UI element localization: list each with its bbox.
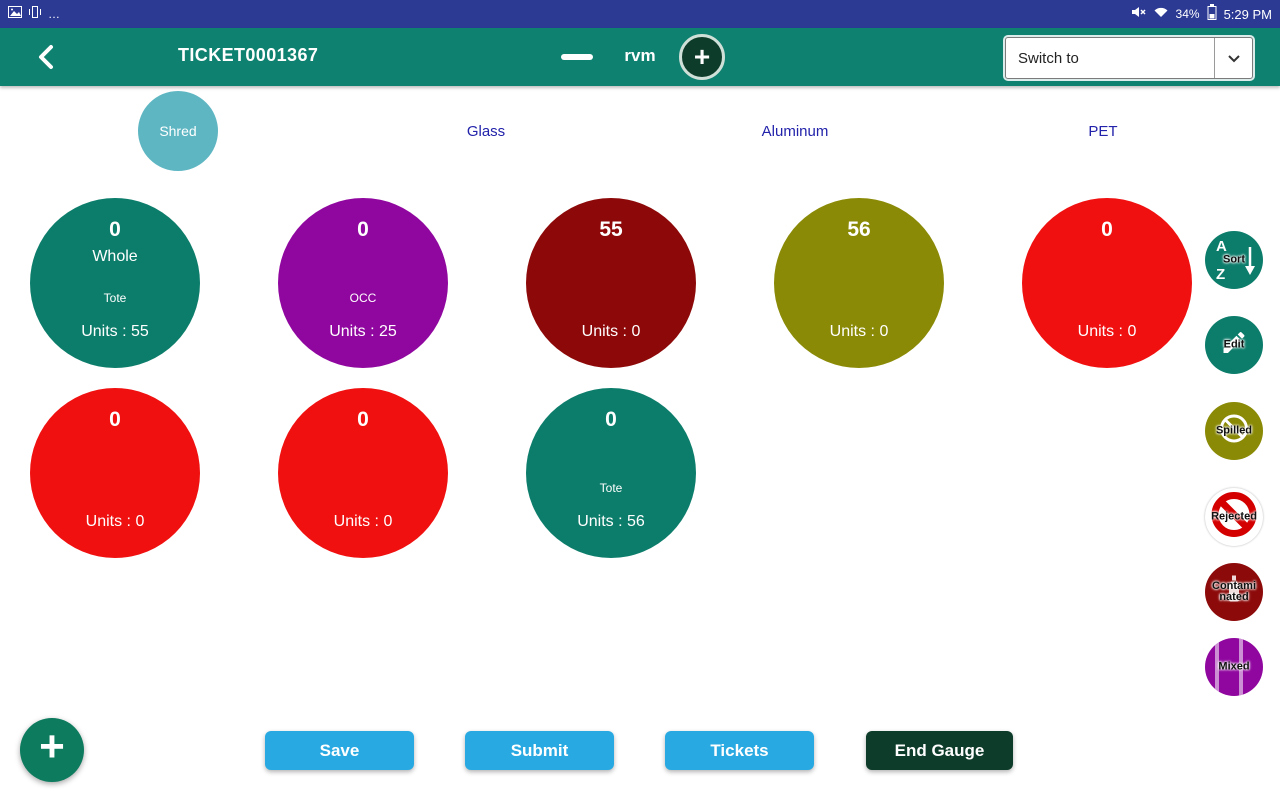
submit-button[interactable]: Submit — [465, 731, 614, 770]
mute-icon — [1131, 5, 1146, 23]
back-button[interactable] — [34, 44, 64, 72]
no-spill-icon — [1217, 412, 1251, 451]
wifi-icon — [1153, 5, 1169, 23]
switch-to-dropdown[interactable]: Switch to — [1005, 37, 1253, 79]
app-header: TICKET0001367 rvm + Switch to — [0, 28, 1280, 86]
machine-label: rvm — [624, 46, 656, 65]
plus-icon: + — [39, 722, 65, 771]
gauge-value: 0 — [357, 218, 369, 241]
gauge-value: 0 — [109, 218, 121, 241]
clock: 5:29 PM — [1223, 6, 1272, 22]
sort-letter-z: Z — [1216, 266, 1226, 283]
sort-arrow-icon — [1244, 244, 1256, 281]
sort-letter-a: A — [1216, 238, 1227, 255]
gauge-circle[interactable]: 56 Units : 0 — [774, 198, 944, 368]
gauge-circle[interactable]: 0 OCC Units : 25 — [278, 198, 448, 368]
edit-button[interactable]: Edit — [1205, 316, 1263, 374]
contaminated-button[interactable]: Contami nated — [1205, 563, 1263, 621]
status-bar: … 34% 5:29 PM — [0, 0, 1280, 28]
tickets-button[interactable]: Tickets — [665, 731, 814, 770]
gauge-value: 0 — [357, 408, 369, 431]
shred-chip[interactable]: Shred — [138, 91, 218, 171]
gauge-value: 0 — [1101, 218, 1113, 241]
sort-button[interactable]: A Z Sort — [1205, 231, 1263, 289]
more-notifications-icon: … — [48, 7, 60, 21]
sort-icon: A Z — [1205, 231, 1263, 289]
column-label-pet: PET — [1088, 123, 1118, 140]
gauge-value: 0 — [109, 408, 121, 431]
increment-button[interactable]: + — [679, 34, 725, 80]
rejected-icon — [1205, 488, 1263, 546]
gauge-units: Units : 0 — [581, 323, 641, 340]
pencil-icon — [1220, 329, 1248, 362]
gauge-units: Units : 56 — [577, 513, 645, 530]
switch-to-label: Switch to — [1018, 49, 1079, 67]
gauge-name: Whole — [92, 248, 138, 265]
vibrate-icon — [29, 5, 41, 23]
status-bar-right: 34% 5:29 PM — [1131, 3, 1272, 25]
spilled-button[interactable]: Spilled — [1205, 402, 1263, 460]
column-label-aluminum: Aluminum — [761, 123, 829, 140]
mixed-icon — [1205, 638, 1263, 696]
dropdown-caret — [1214, 38, 1252, 78]
ticket-title: TICKET0001367 — [178, 45, 319, 65]
plus-icon: + — [693, 41, 711, 72]
prohibition-icon — [1210, 491, 1258, 544]
gauge-value: 55 — [599, 218, 623, 241]
gauge-sub: Tote — [599, 481, 623, 495]
contaminated-icon — [1205, 563, 1263, 621]
back-chevron-icon — [34, 45, 60, 74]
gauge-units: Units : 0 — [333, 513, 393, 530]
gauge-sub: OCC — [349, 291, 377, 305]
status-bar-left: … — [8, 5, 60, 23]
battery-icon — [1207, 3, 1217, 25]
stripes-pattern — [1205, 638, 1263, 696]
end-gauge-button[interactable]: End Gauge — [866, 731, 1013, 770]
gauge-units: Units : 55 — [81, 323, 149, 340]
gauge-circle[interactable]: 0 Units : 0 — [1022, 198, 1192, 368]
gauge-value: 56 — [847, 218, 871, 241]
gauge-circle[interactable]: 0 Whole Tote Units : 55 — [30, 198, 200, 368]
gauge-circle[interactable]: 0 Units : 0 — [278, 388, 448, 558]
column-label-glass: Glass — [466, 123, 506, 140]
decrement-button[interactable] — [558, 41, 596, 73]
minus-icon — [561, 54, 593, 60]
add-gauge-fab[interactable]: + — [20, 718, 84, 782]
spilled-icon — [1205, 402, 1263, 460]
gauge-units: Units : 0 — [829, 323, 889, 340]
gauge-circle[interactable]: 55 Units : 0 — [526, 198, 696, 368]
gauge-sub: Tote — [103, 291, 127, 305]
gauge-units: Units : 25 — [329, 323, 397, 340]
mixed-button[interactable]: Mixed — [1205, 638, 1263, 696]
gauge-units: Units : 0 — [85, 513, 145, 530]
bottle-icon — [1226, 575, 1242, 609]
edit-icon — [1205, 316, 1263, 374]
gauge-units: Units : 0 — [1077, 323, 1137, 340]
rejected-button[interactable]: Rejected — [1205, 488, 1263, 546]
gauge-circle[interactable]: 0 Units : 0 — [30, 388, 200, 558]
save-button[interactable]: Save — [265, 731, 414, 770]
gauge-value: 0 — [605, 408, 617, 431]
battery-percent: 34% — [1175, 7, 1200, 21]
gauge-circle[interactable]: 0 Tote Units : 56 — [526, 388, 696, 558]
gallery-icon — [8, 5, 22, 23]
